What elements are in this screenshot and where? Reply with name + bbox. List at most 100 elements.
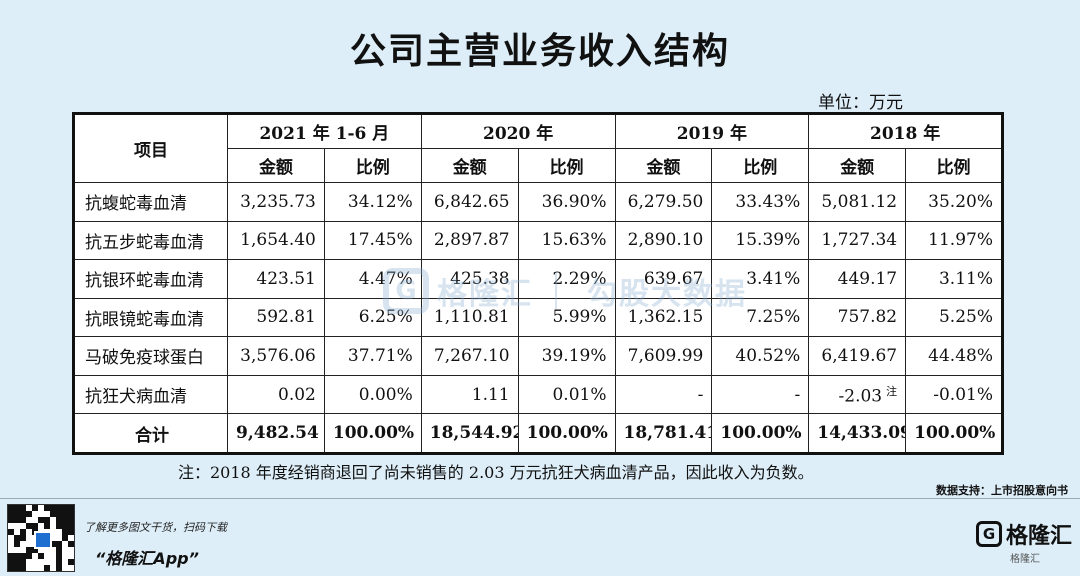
amount-cell: 1,110.81 (420, 297, 519, 338)
qr-module (26, 523, 32, 529)
amount-cell: 1,727.34 (808, 220, 907, 261)
cell-value: 425.38 (450, 268, 510, 289)
qr-logo-icon (34, 531, 52, 549)
qr-module (68, 529, 74, 535)
amount-cell: 18,781.41 (614, 413, 713, 454)
qr-module (68, 559, 74, 565)
qr-module (68, 517, 74, 523)
cell-value: 15.63% (541, 230, 607, 251)
cell-value: 9,482.54 (236, 423, 319, 444)
ratio-cell: 36.90% (517, 182, 616, 222)
ratio-cell: 35.20% (905, 182, 1003, 222)
revenue-table: 项目 2021 年 1-6 月 2020 年 2019 年 2018 年 金额 … (72, 112, 1004, 455)
ratio-cell: 44.48% (905, 336, 1003, 376)
cell-value: 18,544.92 (429, 423, 519, 444)
qr-module (14, 511, 20, 517)
brand-logo: G 格隆汇 (976, 518, 1072, 550)
cell-value: 34.12% (347, 191, 413, 212)
cell-value: 7,267.10 (433, 345, 510, 366)
amount-cell: 6,842.65 (420, 182, 519, 222)
amount-header: 金额 (227, 148, 325, 183)
cell-value: 100.00% (720, 423, 802, 444)
qr-code-icon[interactable] (7, 504, 75, 572)
cell-value: 35.20% (928, 191, 993, 212)
item-header: 项目 (73, 113, 228, 183)
amount-cell: 592.81 (227, 297, 325, 338)
note-marker: 注 (886, 384, 898, 398)
cell-value: 5.25% (938, 307, 993, 328)
amount-cell: - (614, 374, 713, 415)
qr-module (20, 505, 26, 511)
promo-text: 了解更多图文干货，扫码下载 (84, 521, 227, 534)
qr-module (56, 553, 62, 559)
cell-value: 6.25% (358, 307, 413, 328)
period-header: 2019 年 (614, 113, 810, 149)
ratio-cell: 0.01% (517, 374, 616, 415)
amount-cell: 3,576.06 (227, 336, 325, 376)
amount-cell: 639.67 (614, 259, 713, 299)
qr-module (14, 505, 20, 511)
cell-value: 100.00% (332, 423, 415, 444)
qr-module (44, 565, 50, 571)
qr-module (56, 505, 62, 511)
qr-module (62, 535, 68, 541)
qr-module (20, 559, 26, 565)
cell-value: 1,727.34 (821, 230, 898, 251)
page-title: 公司主营业务收入结构 (349, 31, 730, 72)
cell-value: 18,781.41 (623, 423, 712, 444)
cell-value: 0.00% (358, 384, 413, 405)
amount-cell: 7,267.10 (420, 336, 519, 376)
qr-module (8, 505, 14, 511)
amount-cell: 2,890.10 (614, 220, 713, 261)
qr-module (14, 541, 20, 547)
ratio-cell: 0.00% (323, 374, 422, 415)
amount-cell: 9,482.54 (227, 413, 325, 454)
brand-sub: 格隆汇 (1010, 554, 1040, 565)
cell-value: 2.29% (552, 268, 607, 289)
amount-cell: 7,609.99 (614, 336, 713, 376)
cell-value: 14,433.09 (817, 423, 906, 444)
row-label: 抗蝮蛇毒血清 (73, 182, 228, 222)
qr-module (20, 535, 26, 541)
qr-module (56, 547, 62, 553)
qr-module (50, 511, 56, 517)
cell-value: 33.43% (735, 191, 801, 212)
cell-value: 5,081.12 (821, 191, 898, 212)
cell-value: 0.01% (552, 384, 607, 405)
ratio-cell: 40.52% (711, 336, 810, 376)
qr-module (14, 553, 20, 559)
qr-module (8, 517, 14, 523)
ratio-cell: - (711, 374, 810, 415)
cell-value: - (794, 384, 801, 405)
amount-cell: 757.82 (808, 297, 907, 338)
ratio-cell: 100.00% (905, 413, 1003, 454)
qr-module (38, 553, 44, 559)
cell-value: 36.90% (541, 191, 607, 212)
ratio-cell: 33.43% (711, 182, 810, 222)
cell-value: 639.67 (643, 268, 704, 289)
qr-module (20, 553, 26, 559)
qr-module (8, 529, 14, 535)
amount-header: 金额 (420, 148, 519, 183)
cell-value: 40.52% (735, 345, 801, 366)
qr-module (32, 547, 38, 553)
table-row: 抗银环蛇毒血清 423.51 4.47% 425.38 2.29% 639.67 3.41%… (73, 259, 1003, 299)
cell-value: 44.48% (928, 345, 993, 366)
qr-module (38, 517, 44, 523)
promo-app-name: “格隆汇App” (95, 549, 199, 568)
qr-module (56, 517, 62, 523)
table-row: 抗蝮蛇毒血清 3,235.73 34.12% 6,842.65 36.90% 6,279.… (73, 182, 1003, 222)
amount-cell: 1,362.15 (614, 297, 713, 338)
unit-label: 单位：万元 (818, 93, 903, 113)
qr-module (32, 505, 38, 511)
qr-module (56, 559, 62, 565)
data-source: 数据支持：上市招股意向书 (936, 484, 1068, 497)
qr-module (44, 505, 50, 511)
row-label: 抗狂犬病血清 (73, 374, 228, 415)
amount-cell: 449.17 (808, 259, 907, 299)
amount-cell: 3,235.73 (227, 182, 325, 222)
cell-value: 4.47% (358, 268, 413, 289)
table-body: 抗蝮蛇毒血清 3,235.73 34.12% 6,842.65 36.90% 6,279.… (73, 182, 1003, 454)
qr-module (68, 511, 74, 517)
cell-value: 2,890.10 (627, 230, 704, 251)
